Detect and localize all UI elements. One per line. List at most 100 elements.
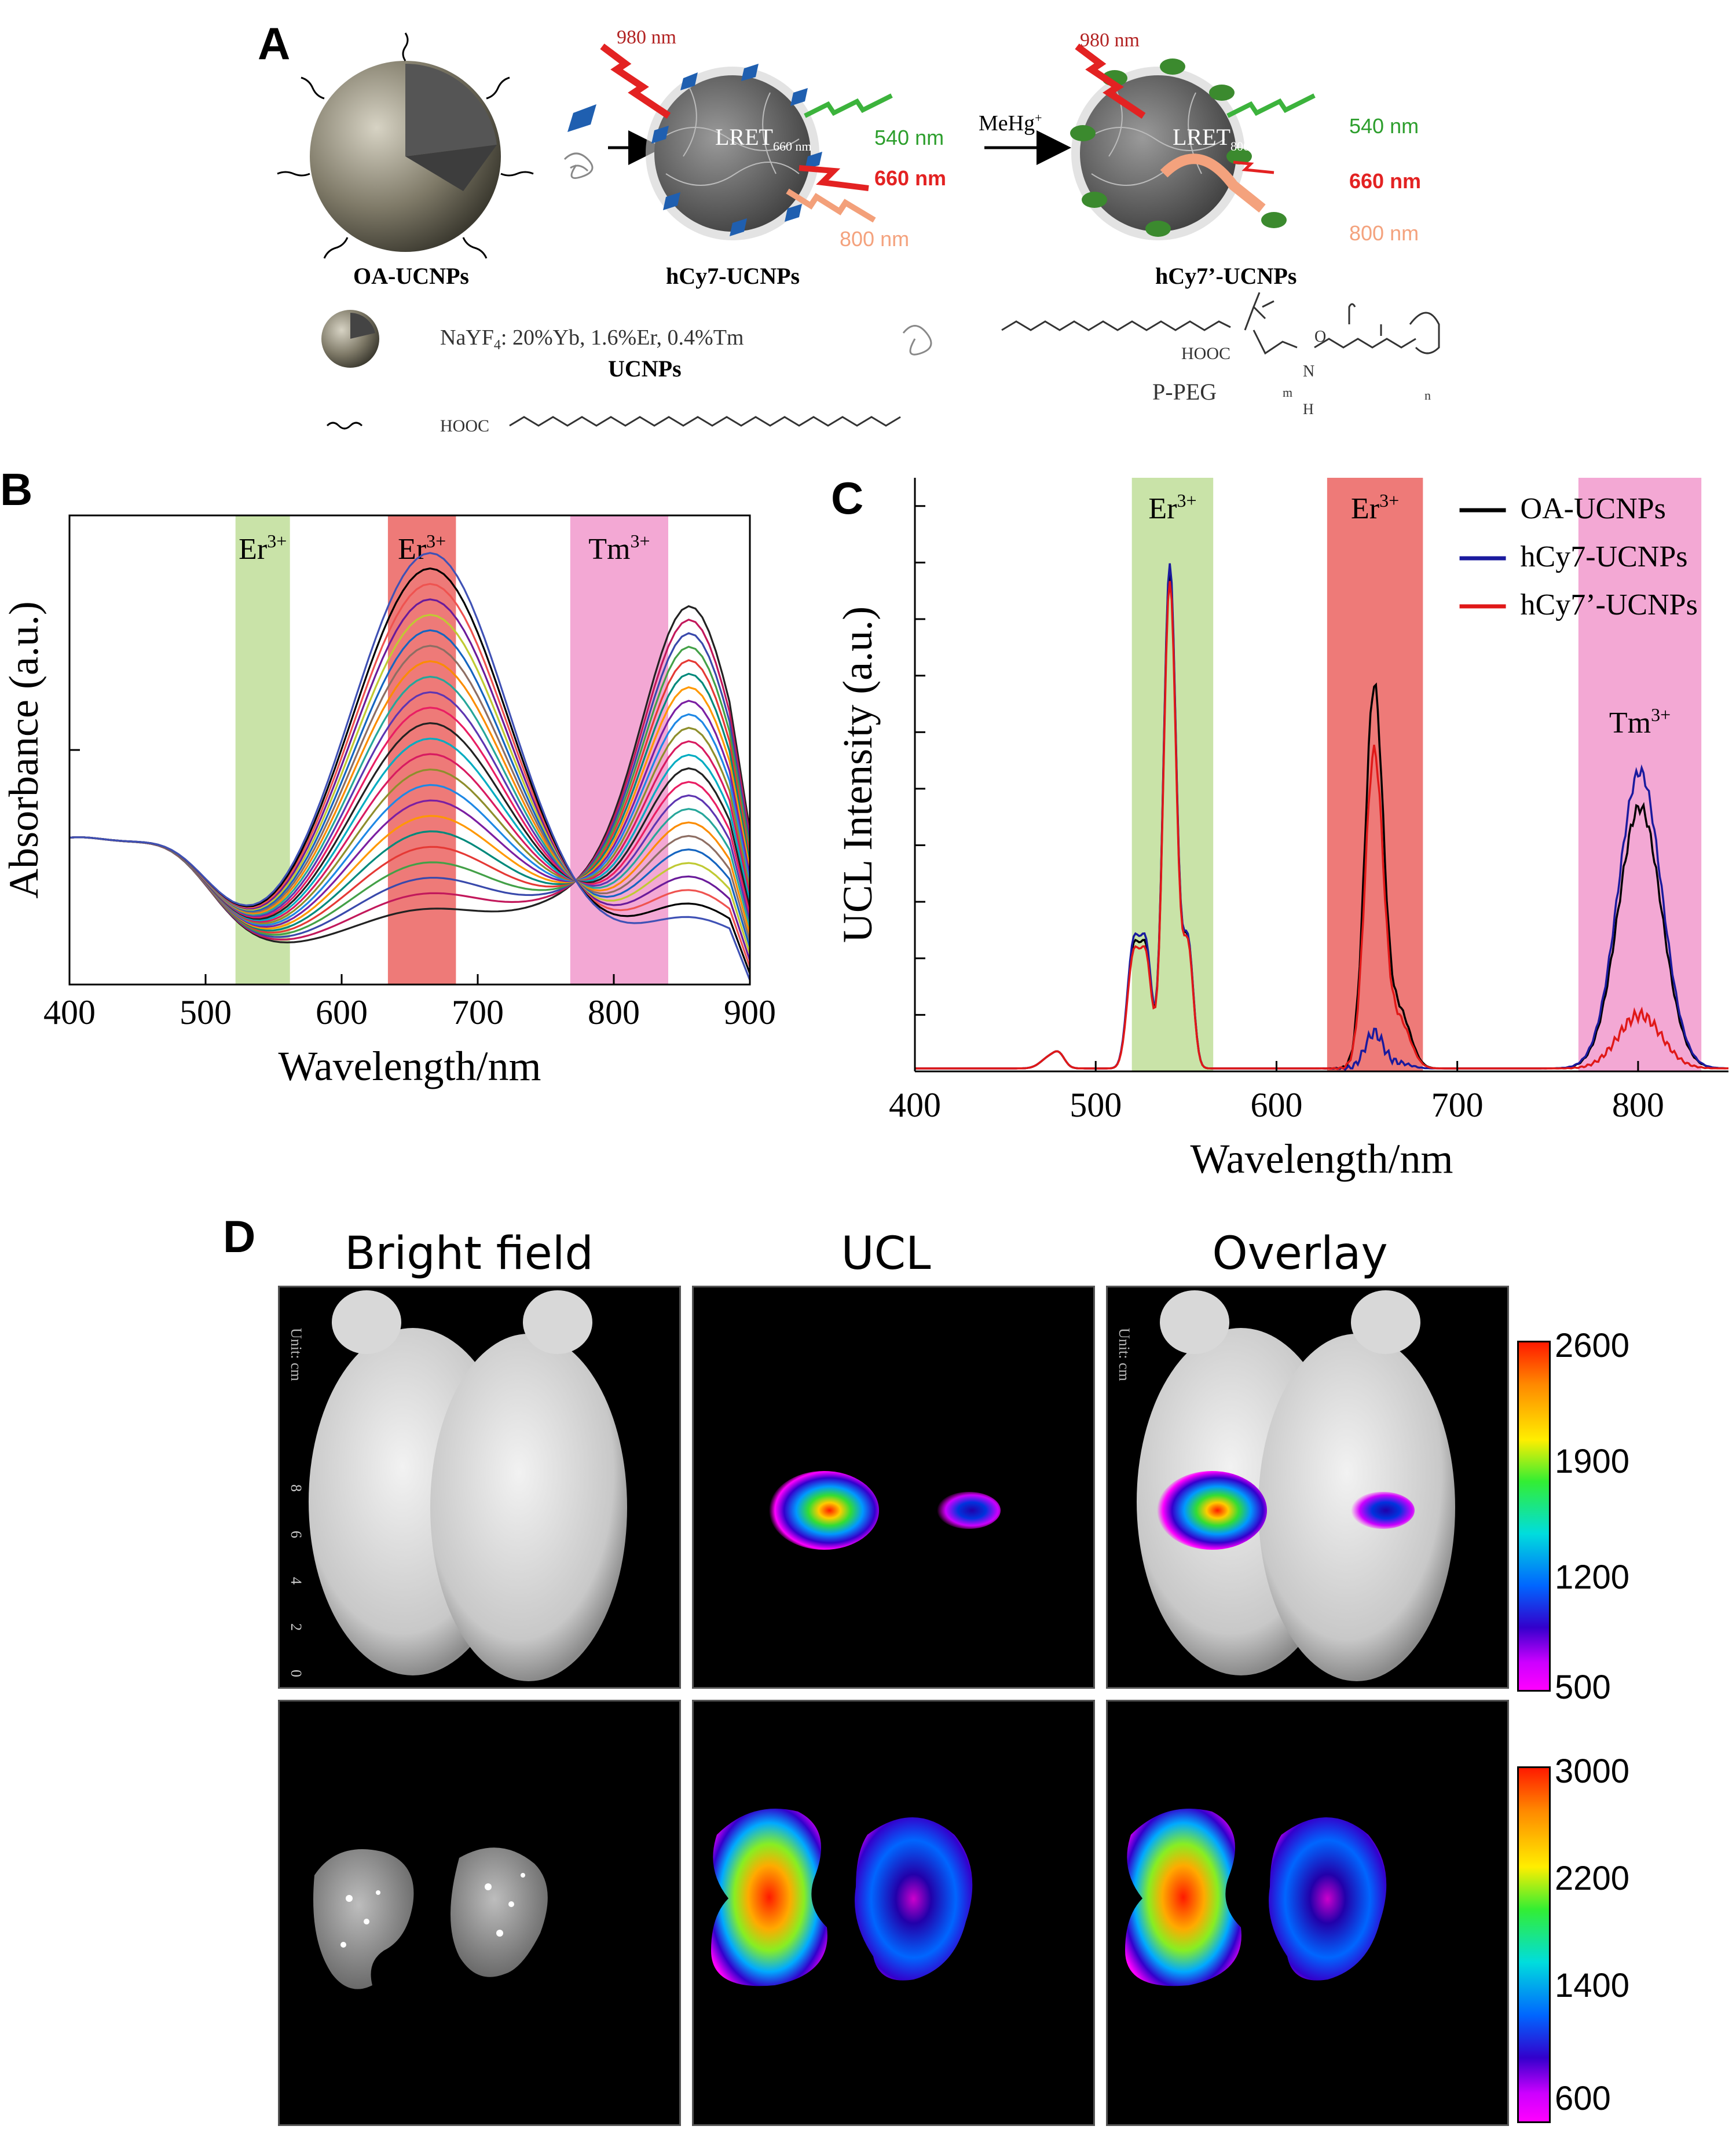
y-axis-label-c: UCL Intensity (a.u.) [834,606,881,943]
m-label: m [1283,385,1292,400]
em-800-label-1: 800 nm [840,227,909,251]
laser-980-arrow-2 [1075,43,1146,119]
organ-left [313,1849,414,1989]
em-660-label-1: 660 nm [874,166,946,190]
ppeg-chain [1001,320,1231,331]
ruler: Unit: cm 8 6 4 2 0 [288,1328,305,1677]
ucl-organ-left [711,1809,827,1986]
overlay-organs-image [1106,1700,1509,2126]
band-c-0 [1131,478,1214,1071]
bright-field-organs-image [278,1700,681,2126]
hooc-label-1: HOOC [440,416,489,436]
em-540-label-1: 540 nm [874,126,944,149]
ucl-mice-image [692,1286,1095,1689]
ruler-tick: 2 [288,1623,305,1631]
x-tick-label-b-500: 500 [180,993,232,1031]
x-tick-label-c-600: 600 [1250,1086,1302,1124]
em-800-label-2: 800 nm [1349,221,1419,245]
oleic-acid-chain [509,416,901,427]
panel-c-ucl-chart: Er3+ Er3+ Tm3+ OA-UCNPs hCy7-UCNPs hCy7’-UCNP… [834,478,1728,1182]
x-tick-label-c-700: 700 [1431,1086,1484,1124]
mehg-label: MeHg+ [979,111,1042,136]
overlay-hotspot-left [1157,1471,1267,1550]
laser-980-label-1: 980 nm [617,27,676,48]
unit-label: Unit: cm [288,1328,305,1381]
oa-legend-wave [326,422,363,430]
overlay-organ-right [1269,1817,1387,1981]
ruler-tick: 0 [288,1670,305,1677]
hcy7p-ucnps-label: hCy7’-UCNPs [1155,263,1296,289]
colorbar-bottom-label: 600 [1555,2080,1611,2117]
peg-legend-icon [902,325,932,356]
ucnps-label: UCNPs [608,356,682,382]
laser-980-label-2: 980 nm [1080,30,1140,51]
em-800-arrow-2 [1160,153,1266,213]
lret-label-2: LRET800 nm [1173,124,1269,153]
colorbar-bottom [1517,1766,1551,2123]
legend-label-2: hCy7’-UCNPs [1521,588,1698,621]
band-label-c-2: Tm3+ [1609,704,1671,740]
panel-d-label: D [223,1211,256,1262]
hcy7-ucnps-label: hCy7-UCNPs [666,263,800,289]
em-540-arrow-2 [1226,93,1316,118]
legend-label-1: hCy7-UCNPs [1521,540,1688,573]
panel-b-absorbance-chart: Er3+ Er3+ Tm3+ 400 500 600 700 800 900 Wavelength… [1,514,776,1089]
organ-right [451,1847,548,1977]
panel-a-schematic: 980 nm 980 nm LRET660 nm LRET800 nm 540 … [277,27,1440,436]
em-660-arrow-1 [799,165,869,191]
x-axis-label-b: Wavelength/nm [278,1043,541,1089]
hcy7-ucnp-particle [646,64,822,240]
ppeg-label: P-PEG [1152,379,1217,405]
col-title-ucl: UCL [841,1228,931,1280]
mouse-right [430,1290,627,1681]
hcy7p-ucnp-particle [1070,58,1287,240]
em-540-label-2: 540 nm [1349,114,1419,138]
band-label-c-0: Er3+ [1148,490,1196,525]
oa-ucnp-sphere [277,32,534,259]
ucl-organ-right [855,1817,973,1981]
composition-label: NaYF4: 20%Yb, 1.6%Er, 0.4%Tm [440,325,744,353]
colorbar-top-label: 1900 [1555,1443,1630,1480]
col-title-overlay: Overlay [1212,1228,1388,1280]
bright-field-mice-image: Unit: cm 8 6 4 2 0 [278,1286,681,1689]
x-tick-label-c-400: 400 [889,1086,941,1124]
ruler-tick: 4 [288,1577,305,1585]
colorbar-bottom-label: 2200 [1555,1860,1630,1897]
col-title-bright-field: Bright field [345,1228,594,1280]
x-tick-label-c-800: 800 [1612,1086,1664,1124]
x-tick-label-c-500: 500 [1070,1086,1122,1124]
x-tick-label-b-800: 800 [588,993,640,1031]
colorbar-top-label: 500 [1555,1668,1611,1706]
panel-b-label: B [0,464,33,515]
x-tick-label-b-700: 700 [452,993,504,1031]
em-660-label-2: 660 nm [1349,169,1421,193]
em-800-arrow-1 [786,188,876,223]
x-axis-label-c: Wavelength/nm [1190,1136,1453,1182]
colorbar-top [1517,1341,1551,1692]
ucl-hotspot-left [769,1471,879,1550]
polymer-icon [563,152,594,179]
band-c-1 [1327,478,1423,1071]
x-tick-label-b-400: 400 [43,993,96,1031]
band-label-c-1: Er3+ [1351,490,1399,525]
ucl-hotspot-right [937,1492,1001,1529]
colorbar-top-label: 2600 [1555,1327,1630,1364]
panel-a-label: A [258,18,291,69]
ucl-series-2 [915,581,1728,1070]
overlay-mice-image: Unit: cm [1106,1286,1509,1689]
colorbar-bottom-label: 3000 [1555,1752,1630,1790]
h-atom-label: H [1303,401,1314,418]
colorbar-bottom-label: 1400 [1555,1967,1630,2004]
hcy7-dye-icon [567,104,596,132]
x-tick-label-b-600: 600 [316,993,368,1031]
absorbance-series-23 [69,552,751,980]
ucl-organs-image [692,1700,1095,2126]
hooc-label-2: HOOC [1181,344,1230,363]
band-label-2: Tm3+ [588,530,650,566]
band-label-0: Er3+ [239,530,287,566]
o-atom-label: O [1314,328,1326,346]
overlay-organ-left [1125,1809,1241,1986]
em-540-arrow-1 [804,93,893,118]
ruler-tick: 8 [288,1484,305,1492]
y-axis-label-b: Absorbance (a.u.) [1,601,47,899]
